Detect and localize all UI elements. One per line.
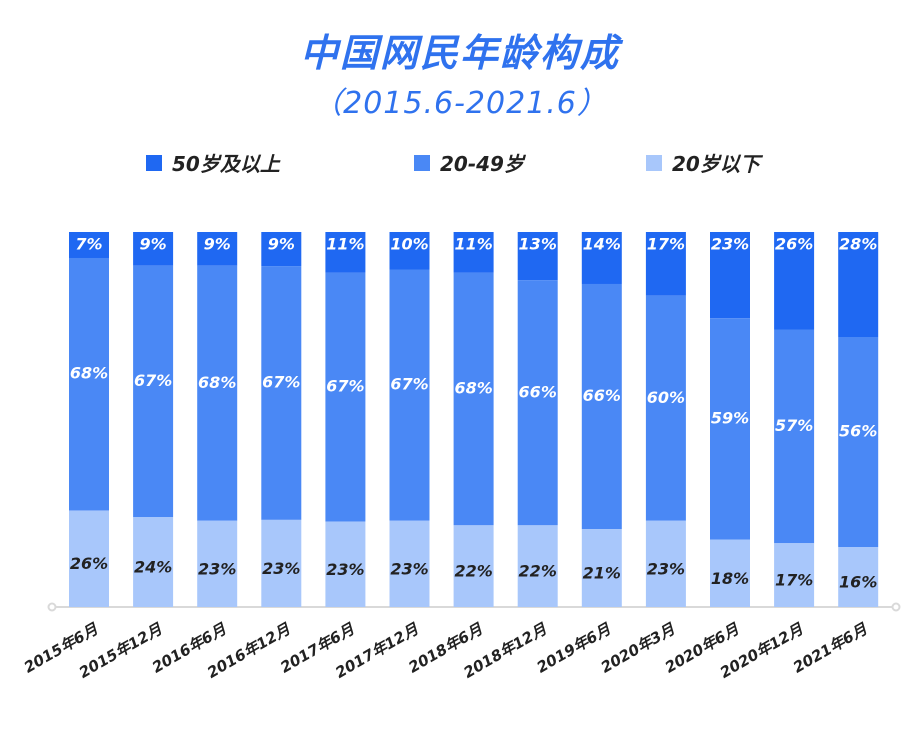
data-label-20-49: 66% <box>519 382 557 401</box>
x-axis-end-dot <box>891 602 901 612</box>
bar-segment-20-49 <box>581 283 622 530</box>
bar-segment-50-plus <box>710 232 750 319</box>
bar-segment-50-plus <box>581 232 622 284</box>
data-label-50-plus: 9% <box>268 235 295 254</box>
data-label-20-49: 67% <box>134 371 172 390</box>
data-label-50-plus: 28% <box>839 235 877 254</box>
data-label-50-plus: 26% <box>775 235 813 254</box>
data-label-under-20: 23% <box>390 559 428 578</box>
bar-segment-50-plus <box>838 232 879 337</box>
bar-segment-under-20 <box>517 525 558 607</box>
data-label-20-49: 66% <box>583 386 621 405</box>
legend-swatch-50-plus <box>146 154 162 171</box>
data-label-under-20: 22% <box>519 562 557 581</box>
bar-segment-20-49 <box>645 295 686 521</box>
bar-segment-50-plus <box>325 232 366 273</box>
bar-segment-under-20 <box>710 539 750 607</box>
bar-segment-20-49 <box>69 257 109 511</box>
data-label-under-20: 18% <box>711 569 749 588</box>
legend-label-under-20: 20岁以下 <box>672 152 760 176</box>
legend-item-20-49: 20-49岁 <box>414 148 524 177</box>
data-label-under-20: 17% <box>775 571 813 590</box>
bar-segment-under-20 <box>325 521 366 607</box>
legend-item-under-20: 20岁以下 <box>646 148 760 177</box>
bar-segment-50-plus <box>774 232 815 330</box>
data-label-under-20: 16% <box>839 573 877 592</box>
data-label-50-plus: 10% <box>390 235 428 254</box>
bar-segment-under-20 <box>774 543 815 607</box>
bar-segment-under-20 <box>389 520 430 607</box>
x-axis-start-dot <box>47 602 57 612</box>
data-label-50-plus: 9% <box>204 235 231 254</box>
legend-label-50-plus: 50岁及以上 <box>172 152 280 176</box>
data-label-20-49: 68% <box>454 379 492 398</box>
bar-segment-under-20 <box>453 525 494 607</box>
bar-segment-under-20 <box>69 510 109 607</box>
legend-label-20-49: 20-49岁 <box>440 152 524 176</box>
bar-segment-50-plus <box>389 232 430 270</box>
chart-subtitle: （2015.6-2021.6） <box>312 86 608 121</box>
bar-segment-under-20 <box>133 517 174 607</box>
data-label-under-20: 22% <box>454 562 492 581</box>
legend-swatch-20-49 <box>414 154 430 171</box>
bar-segment-50-plus <box>517 232 558 281</box>
data-label-20-49: 67% <box>262 372 300 391</box>
legend-swatch-under-20 <box>646 154 662 171</box>
data-label-20-49: 56% <box>839 422 877 441</box>
data-label-50-plus: 13% <box>519 235 557 254</box>
x-tick-label: 2021年6月 <box>790 619 871 676</box>
bar-segment-under-20 <box>197 520 238 607</box>
data-label-20-49: 67% <box>390 375 428 394</box>
bar-segment-under-20 <box>581 529 622 607</box>
data-label-20-49: 59% <box>711 408 749 427</box>
bar-segment-50-plus <box>261 232 302 267</box>
data-label-20-49: 68% <box>70 364 108 383</box>
bar-segment-50-plus <box>197 232 238 266</box>
data-label-under-20: 24% <box>134 558 172 577</box>
chart-title: 中国网民年龄构成 <box>299 31 620 75</box>
data-label-20-49: 60% <box>647 388 685 407</box>
bar-segment-20-49 <box>325 272 366 522</box>
bar-segment-20-49 <box>261 266 302 520</box>
data-label-20-49: 67% <box>326 377 364 396</box>
bar-segment-20-49 <box>133 265 174 517</box>
bar-segment-under-20 <box>645 520 686 607</box>
bar-segment-50-plus <box>69 232 109 258</box>
bar-segment-20-49 <box>389 269 430 521</box>
bar-segment-20-49 <box>710 318 750 540</box>
bar-segment-50-plus <box>645 232 686 296</box>
data-label-50-plus: 7% <box>75 235 102 254</box>
data-label-50-plus: 14% <box>583 235 621 254</box>
data-label-under-20: 23% <box>262 559 300 578</box>
data-label-under-20: 23% <box>326 560 364 579</box>
bar-segment-50-plus <box>133 232 174 266</box>
data-label-50-plus: 11% <box>454 235 492 254</box>
legend: 50岁及以上 20-49岁 20岁以下 <box>0 148 920 178</box>
data-label-50-plus: 23% <box>711 235 749 254</box>
data-label-20-49: 57% <box>775 416 813 435</box>
data-label-under-20: 26% <box>70 554 108 573</box>
bar-segment-20-49 <box>838 337 879 547</box>
bar-segment-under-20 <box>261 519 302 607</box>
data-label-50-plus: 9% <box>140 235 167 254</box>
bar-segment-20-49 <box>197 265 238 521</box>
bar-segment-20-49 <box>453 272 494 526</box>
data-label-under-20: 21% <box>583 564 621 583</box>
data-label-50-plus: 11% <box>326 235 364 254</box>
data-label-under-20: 23% <box>198 559 236 578</box>
bar-segment-20-49 <box>774 329 815 544</box>
legend-item-50-plus: 50岁及以上 <box>146 148 280 177</box>
data-label-under-20: 23% <box>647 559 685 578</box>
bar-segment-under-20 <box>838 547 879 607</box>
bar-segment-50-plus <box>453 232 494 273</box>
data-label-20-49: 68% <box>198 373 236 392</box>
bar-segment-20-49 <box>517 280 558 526</box>
data-label-50-plus: 17% <box>647 235 685 254</box>
